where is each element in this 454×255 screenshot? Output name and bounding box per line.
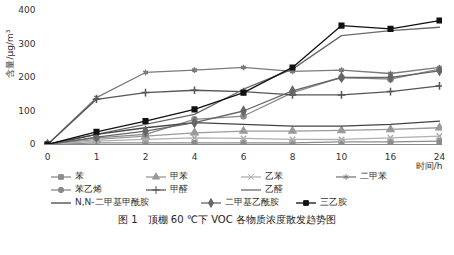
svg-text:16: 16 xyxy=(385,152,397,162)
html-text:图 1 顶棚 60 ℃下 VOC 各物质浓度散发趋势图: 图 1 顶棚 60 ℃下 VOC 各物质浓度散发趋势图 xyxy=(118,214,336,225)
svg-text:0: 0 xyxy=(30,139,36,149)
svg-text:2: 2 xyxy=(143,152,149,162)
svg-text:100: 100 xyxy=(18,106,35,116)
svg-text:200: 200 xyxy=(18,72,35,82)
svg-text:24: 24 xyxy=(433,151,446,162)
svg-text:含量/μg/m³: 含量/μg/m³ xyxy=(5,29,15,77)
html-text:甲醛: 甲醛 xyxy=(170,184,188,194)
svg-text:300: 300 xyxy=(18,39,35,49)
html-text:乙醛: 乙醛 xyxy=(265,184,283,194)
svg-text:400: 400 xyxy=(18,5,35,15)
svg-text:8: 8 xyxy=(290,152,296,162)
html-text:N,N-二甲基甲酰胺: N,N-二甲基甲酰胺 xyxy=(75,197,149,207)
html-text:三乙胺: 三乙胺 xyxy=(320,197,347,207)
svg-text:时间/h: 时间/h xyxy=(416,161,443,171)
html-text:苯乙烯: 苯乙烯 xyxy=(75,184,102,194)
html-text:二甲苯: 二甲苯 xyxy=(360,171,387,181)
svg-text:1: 1 xyxy=(94,152,100,162)
html-text:乙苯: 乙苯 xyxy=(265,171,283,181)
svg-text:6: 6 xyxy=(241,152,247,162)
html-text:二甲基乙酰胺: 二甲基乙酰胺 xyxy=(225,197,279,207)
html-text:甲苯: 甲苯 xyxy=(170,171,188,181)
svg-text:0: 0 xyxy=(45,152,51,162)
svg-text:4: 4 xyxy=(192,152,198,162)
svg-text:10: 10 xyxy=(336,152,348,162)
html-text:苯: 苯 xyxy=(75,171,84,181)
